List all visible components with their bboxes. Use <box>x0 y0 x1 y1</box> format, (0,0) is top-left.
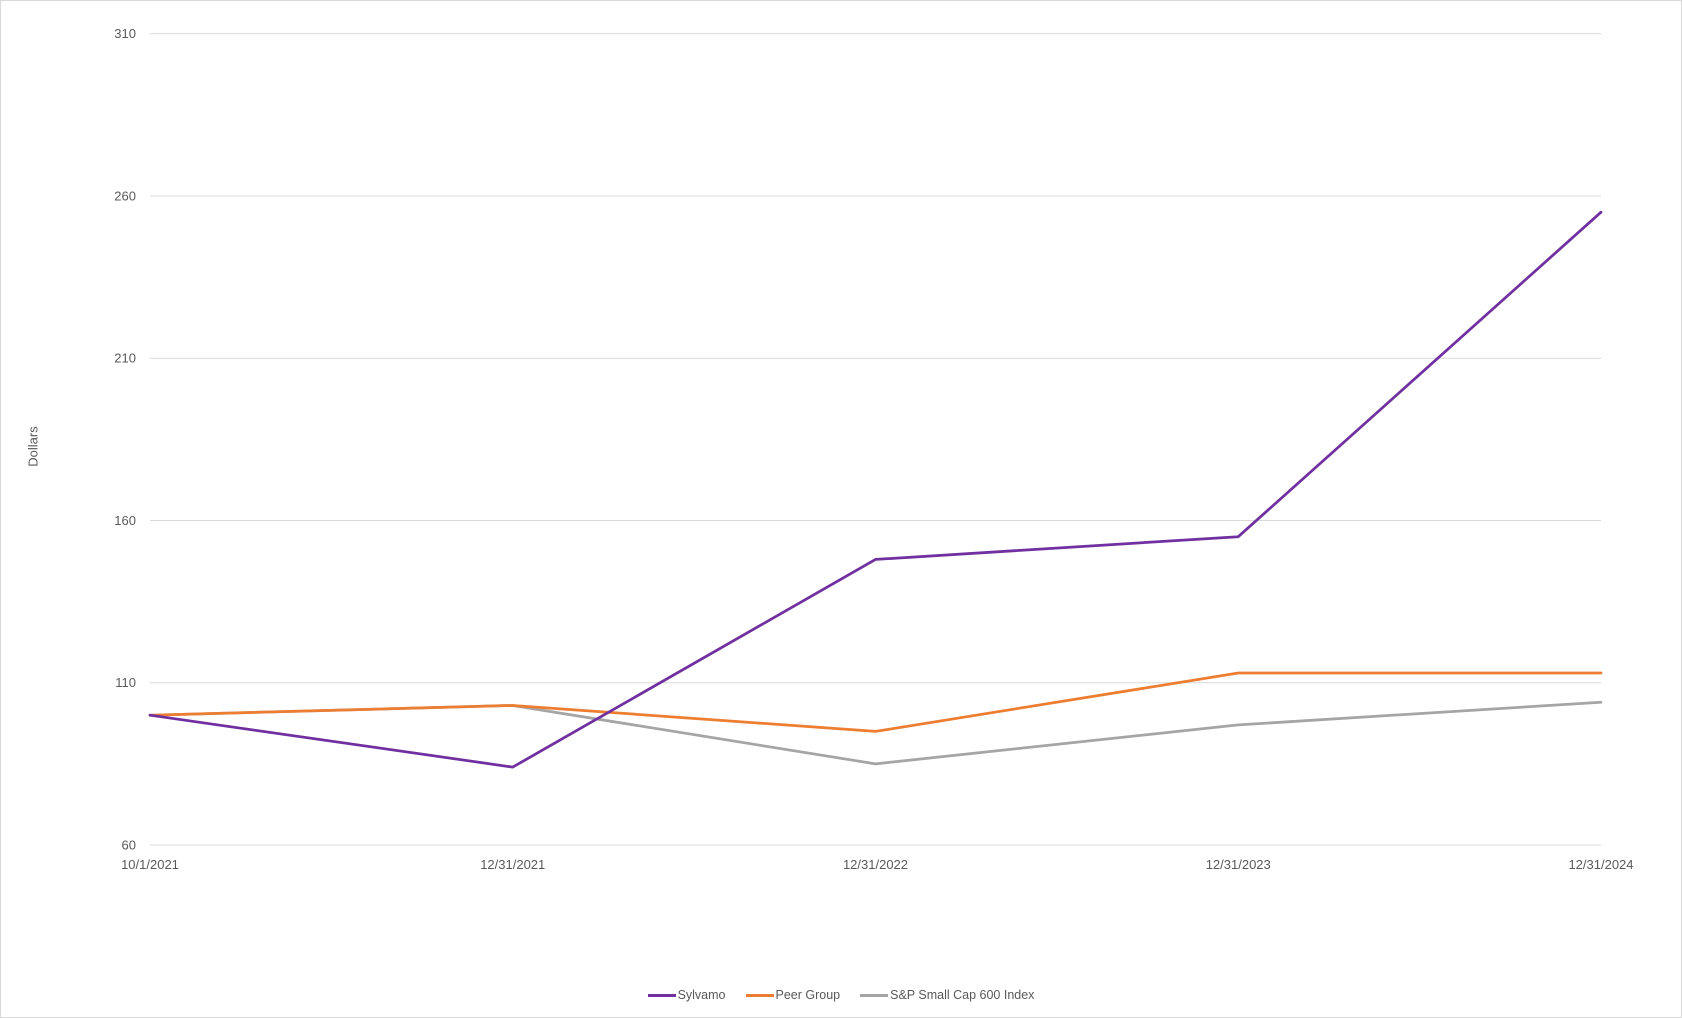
x-tick-label: 12/31/2021 <box>480 857 545 872</box>
series-line-sylvamo[interactable] <box>148 210 1603 769</box>
legend-swatch-sp-small-cap-600 <box>860 993 889 997</box>
legend-item-sylvamo[interactable]: Sylvamo <box>647 988 726 1002</box>
legend-label: Peer Group <box>775 988 841 1002</box>
legend-item-peer-group[interactable]: Peer Group <box>745 988 841 1002</box>
x-axis-ticks: 10/1/2021 12/31/2021 12/31/2022 12/31/2023 1… <box>121 857 1633 872</box>
series-line-s-p-small-cap-600-index[interactable] <box>148 700 1603 766</box>
y-tick-label: 210 <box>114 351 136 366</box>
x-tick-label: 10/1/2021 <box>121 857 179 872</box>
legend: Sylvamo Peer Group S&P Small Cap 600 Ind… <box>1 988 1681 1002</box>
gridlines <box>150 33 1601 846</box>
series-line-peer-group[interactable] <box>148 671 1603 733</box>
y-axis-ticks: 60 110 160 210 260 310 <box>114 26 136 852</box>
x-tick-label: 12/31/2024 <box>1568 857 1633 872</box>
y-tick-label: 110 <box>115 675 136 690</box>
x-tick-label: 12/31/2023 <box>1206 857 1271 872</box>
series-lines <box>148 210 1603 769</box>
y-tick-label: 160 <box>114 513 136 528</box>
legend-item-sp-small-cap-600[interactable]: S&P Small Cap 600 Index <box>860 988 1034 1002</box>
legend-label: Sylvamo <box>677 988 726 1002</box>
legend-swatch-peer-group <box>745 993 774 997</box>
y-tick-label: 60 <box>122 838 136 853</box>
x-tick-label: 12/31/2022 <box>843 857 908 872</box>
legend-swatch-sylvamo <box>647 993 676 997</box>
y-tick-label: 310 <box>114 26 136 41</box>
legend-label: S&P Small Cap 600 Index <box>890 988 1035 1002</box>
y-tick-label: 260 <box>114 188 136 203</box>
